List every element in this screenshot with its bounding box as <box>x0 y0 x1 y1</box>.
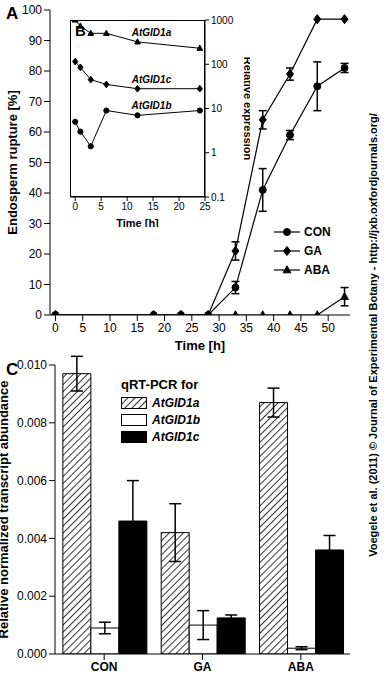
svg-text:GA: GA <box>194 660 212 674</box>
svg-text:50: 50 <box>29 156 43 170</box>
svg-text:AtGID1a: AtGID1a <box>131 27 172 38</box>
svg-text:50: 50 <box>322 321 336 335</box>
svg-text:ABA: ABA <box>288 660 314 674</box>
html-text:CON: CON <box>304 224 331 239</box>
svg-text:90: 90 <box>29 34 43 48</box>
svg-text:AtGID1b: AtGID1b <box>131 100 172 111</box>
svg-text:10: 10 <box>211 103 223 114</box>
svg-text:35: 35 <box>240 321 254 335</box>
html-text:AtGID1c: AtGID1c <box>152 429 200 444</box>
html-text:A: A <box>6 4 19 23</box>
svg-text:100: 100 <box>22 3 42 17</box>
svg-text:10: 10 <box>29 278 43 292</box>
svg-text:AtGID1c: AtGID1c <box>131 74 172 85</box>
html-text:AtGID1a: AtGID1a <box>152 395 200 410</box>
html-text:ABA: ABA <box>304 262 330 277</box>
svg-text:0.010: 0.010 <box>17 358 47 372</box>
svg-text:15: 15 <box>148 201 160 212</box>
svg-text:20: 20 <box>29 247 43 261</box>
svg-text:0: 0 <box>35 308 42 322</box>
svg-text:1000: 1000 <box>211 15 234 26</box>
svg-text:Time [h]: Time [h] <box>116 217 159 227</box>
html-text:B: B <box>75 22 86 39</box>
svg-text:10: 10 <box>122 201 134 212</box>
svg-text:0.000: 0.000 <box>17 647 47 661</box>
svg-text:Relative normalized transcript: Relative normalized transcript abundance <box>8 381 11 639</box>
html-text:GA: GA <box>304 243 322 258</box>
svg-text:30: 30 <box>212 321 226 335</box>
svg-text:20: 20 <box>173 201 185 212</box>
svg-text:20: 20 <box>158 321 172 335</box>
svg-text:0.006: 0.006 <box>17 474 47 488</box>
svg-text:5: 5 <box>98 201 104 212</box>
svg-text:100: 100 <box>211 59 228 70</box>
html-text:qRT-PCR for: qRT-PCR for <box>121 377 199 392</box>
svg-text:70: 70 <box>29 95 43 109</box>
svg-text:Relative expression: Relative expression <box>242 57 250 161</box>
svg-text:15: 15 <box>131 321 145 335</box>
svg-text:CON: CON <box>91 660 118 674</box>
svg-text:10: 10 <box>103 321 117 335</box>
svg-text:30: 30 <box>29 217 43 231</box>
svg-text:80: 80 <box>29 64 43 78</box>
svg-text:0: 0 <box>72 201 78 212</box>
svg-text:5: 5 <box>79 321 86 335</box>
svg-text:45: 45 <box>294 321 308 335</box>
svg-text:0.1: 0.1 <box>211 192 225 203</box>
svg-text:0: 0 <box>52 321 59 335</box>
svg-text:60: 60 <box>29 125 43 139</box>
html-text:AtGID1b: AtGID1b <box>152 412 200 427</box>
html-text:C: C <box>6 360 19 379</box>
svg-text:25: 25 <box>185 321 199 335</box>
svg-text:40: 40 <box>29 186 43 200</box>
svg-text:Time [h]: Time [h] <box>175 338 225 353</box>
svg-text:Endosperm rupture [%]: Endosperm rupture [%] <box>8 90 20 234</box>
svg-text:Voegele et al. (2011) © Journa: Voegele et al. (2011) © Journal of Exper… <box>367 113 378 557</box>
svg-text:0.004: 0.004 <box>17 532 47 546</box>
svg-text:40: 40 <box>267 321 281 335</box>
svg-text:0.002: 0.002 <box>17 589 47 603</box>
svg-text:0.008: 0.008 <box>17 416 47 430</box>
svg-text:1: 1 <box>211 147 217 158</box>
svg-text:25: 25 <box>199 201 211 212</box>
